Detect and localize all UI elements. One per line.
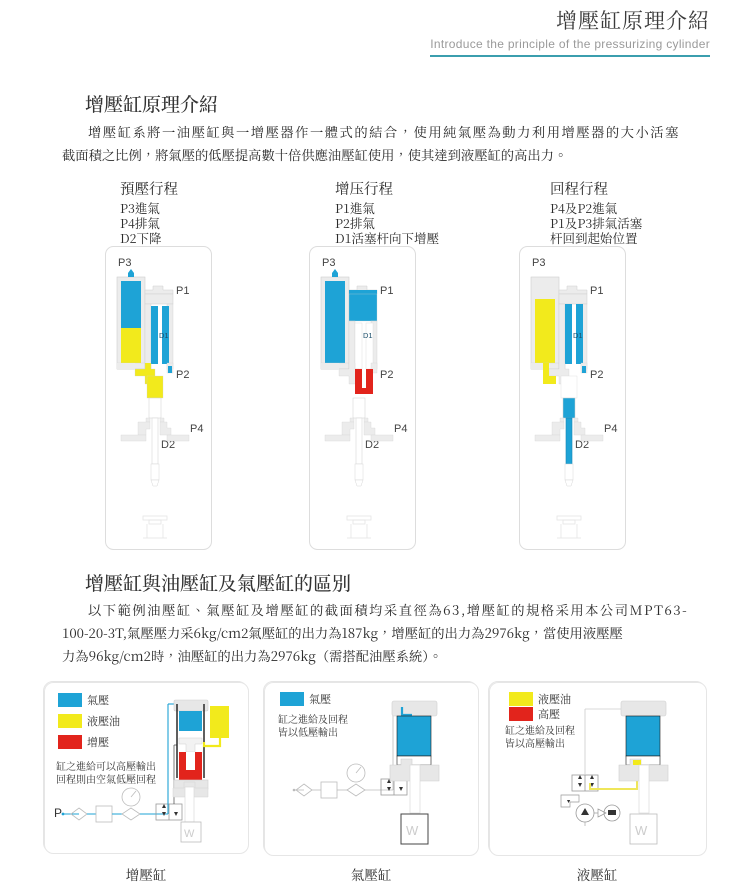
svg-text:P3: P3 (322, 257, 335, 269)
svg-text:P2: P2 (176, 369, 189, 381)
svg-text:P4: P4 (604, 423, 617, 435)
svg-text:皆以高壓輸出: 皆以高壓輸出 (505, 735, 565, 750)
svg-text:D1: D1 (159, 331, 169, 340)
svg-text:P1: P1 (590, 285, 603, 297)
svg-text:P: P (54, 806, 62, 820)
svg-text:W: W (635, 823, 648, 838)
svg-text:D1: D1 (573, 331, 583, 340)
svg-text:氣壓: 氣壓 (87, 692, 109, 708)
svg-text:P2: P2 (380, 369, 393, 381)
svg-text:回程則由空氣低壓回程: 回程則由空氣低壓回程 (56, 771, 156, 786)
svg-text:P1: P1 (380, 285, 393, 297)
svg-text:W: W (406, 823, 419, 838)
svg-text:皆以低壓輸出: 皆以低壓輸出 (278, 724, 338, 739)
svg-text:P4: P4 (394, 423, 407, 435)
svg-text:P1: P1 (176, 285, 189, 297)
svg-text:液壓油: 液壓油 (538, 691, 571, 707)
svg-text:P3: P3 (118, 257, 131, 269)
svg-text:P4: P4 (190, 423, 203, 435)
svg-text:高壓: 高壓 (538, 706, 560, 722)
svg-text:P2: P2 (590, 369, 603, 381)
svg-text:W: W (184, 828, 195, 840)
svg-text:增壓: 增壓 (87, 734, 109, 750)
svg-text:P3: P3 (532, 257, 545, 269)
svg-text:D1: D1 (363, 331, 373, 340)
svg-text:液壓油: 液壓油 (87, 713, 120, 729)
svg-text:氣壓: 氣壓 (309, 691, 331, 707)
